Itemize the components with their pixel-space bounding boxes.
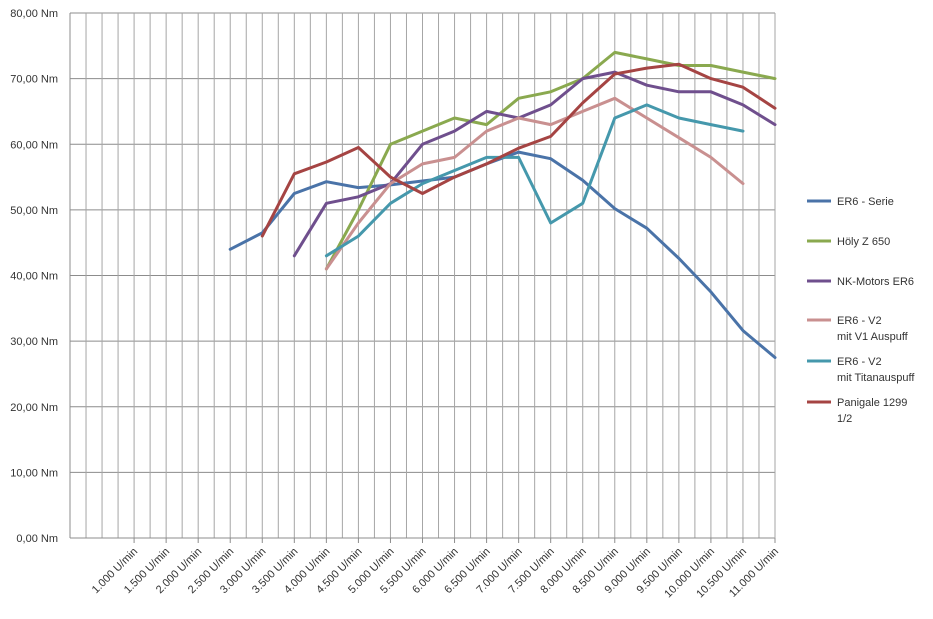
chart-axes: 0,00 Nm 10,00 Nm 20,00 Nm 30,00 Nm 40,00 Nm 5… (10, 8, 781, 600)
chart-series (228, 50, 777, 359)
series-line-3 (292, 70, 777, 258)
y-tick-label: 70,00 Nm (10, 74, 58, 86)
legend-label: ER6 - Serie (837, 196, 894, 208)
y-tick-label: 30,00 Nm (10, 336, 58, 348)
chart-gridlines (69, 12, 776, 539)
series-line-6 (260, 62, 777, 238)
y-tick-label: 80,00 Nm (10, 8, 58, 20)
legend-label: ER6 - V2 mit V1 Auspuff (837, 315, 909, 343)
y-tick-label: 20,00 Nm (10, 402, 58, 414)
legend-label: ER6 - V2 mit Titanauspuff (837, 356, 915, 384)
y-tick-label: 50,00 Nm (10, 205, 58, 217)
series-line-2 (324, 50, 777, 271)
y-tick-label: 10,00 Nm (10, 467, 58, 479)
y-tick-label: 0,00 Nm (16, 533, 58, 545)
chart-legend: ER6 - Serie Höly Z 650 NK-Motors ER6 ER6 - … (807, 196, 915, 425)
legend-label: Höly Z 650 (837, 236, 890, 248)
y-tick-label: 60,00 Nm (10, 139, 58, 151)
y-tick-label: 40,00 Nm (10, 271, 58, 283)
series-line-5 (324, 103, 745, 258)
legend-label: NK-Motors ER6 (837, 276, 914, 288)
legend-label: Panigale 1299 1/2 (837, 397, 907, 425)
